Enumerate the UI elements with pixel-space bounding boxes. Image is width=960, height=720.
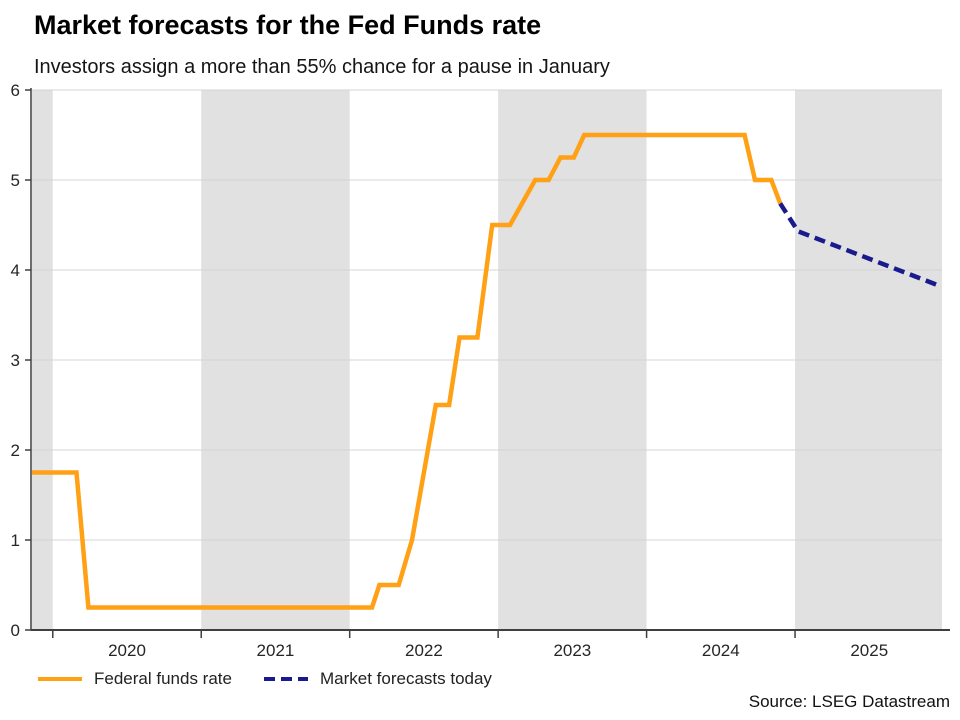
x-tick-label: 2025 [850, 641, 888, 660]
legend-label-federal-funds-rate: Federal funds rate [94, 669, 232, 688]
source-note: Source: LSEG Datastream [748, 692, 950, 711]
y-tick-label: 2 [11, 441, 20, 460]
series-line-federal-funds-rate [32, 132, 783, 610]
legend-label-market-forecasts: Market forecasts today [319, 669, 492, 688]
legend: Federal funds rate Market forecasts toda… [38, 669, 524, 689]
x-tick-label: 2022 [405, 641, 443, 660]
y-tick-label: 5 [11, 171, 20, 190]
x-tick-label: 2021 [257, 641, 295, 660]
x-tick-label: 2024 [702, 641, 740, 660]
y-tick-label: 1 [11, 531, 20, 550]
x-tick-label: 2020 [108, 641, 146, 660]
chart-title: Market forecasts for the Fed Funds rate [34, 10, 542, 40]
legend-swatch-solid-line [38, 677, 82, 681]
y-tick-label: 4 [11, 261, 20, 280]
chart-subtitle: Investors assign a more than 55% chance … [34, 56, 610, 78]
x-tick-label: 2023 [553, 641, 591, 660]
legend-swatch-dashed-line [263, 677, 308, 681]
y-tick-label: 6 [11, 81, 20, 100]
y-tick-label: 0 [11, 621, 20, 640]
legend-item-market-forecasts: Market forecasts today [263, 669, 492, 689]
y-tick-label: 3 [11, 351, 20, 370]
legend-item-federal-funds-rate: Federal funds rate [38, 669, 232, 689]
